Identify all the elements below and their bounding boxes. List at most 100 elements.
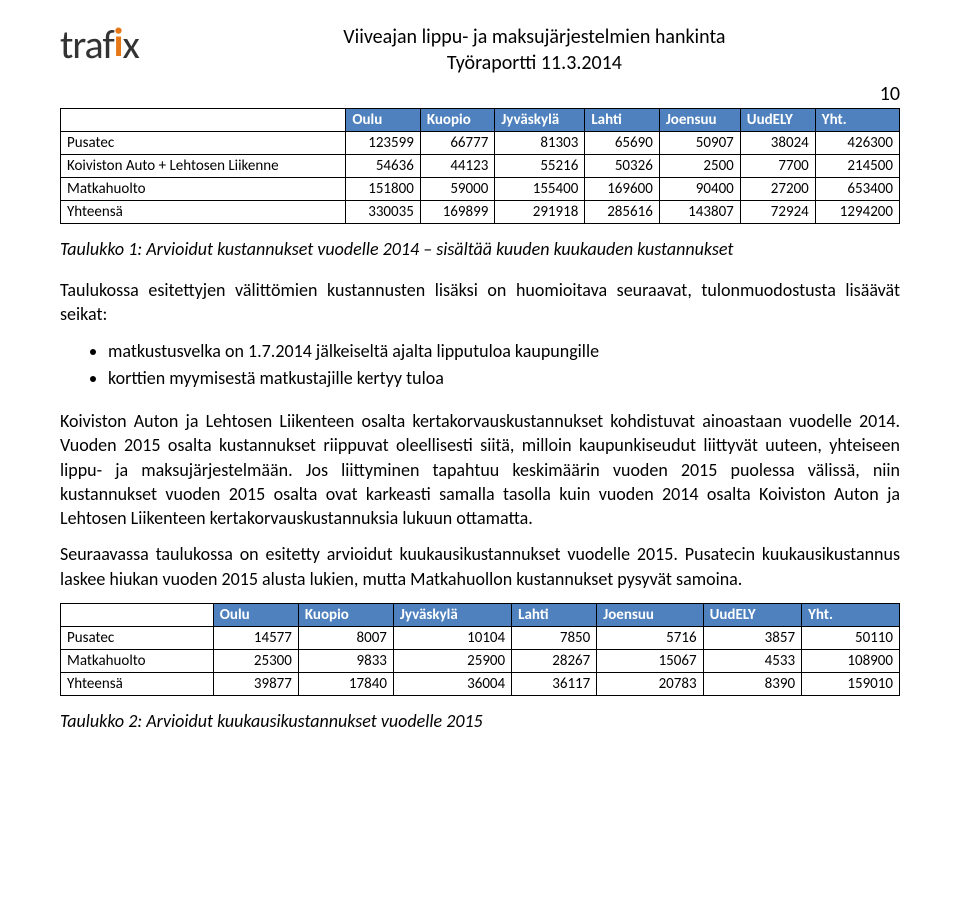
table-cell: Koiviston Auto + Lehtosen Liikenne [61, 155, 346, 178]
table-row: Yhteensä 39877 17840 36004 36117 20783 8… [61, 673, 900, 696]
table-cell: 50110 [802, 627, 900, 650]
table-row: Matkahuolto 25300 9833 25900 28267 15067… [61, 650, 900, 673]
table-cell: 90400 [659, 178, 740, 201]
table-cell: 25300 [213, 650, 298, 673]
document-header: trafix Viiveajan lippu- ja maksujärjeste… [60, 20, 900, 76]
logo-text-i: i [114, 18, 123, 67]
table-cell: 123599 [346, 132, 420, 155]
table-cell: 214500 [815, 155, 899, 178]
table-cell: Pusatec [61, 132, 346, 155]
table-cell: 285616 [585, 201, 659, 224]
table-cell: 8007 [298, 627, 393, 650]
table-1-caption: Taulukko 1: Arvioidut kustannukset vuode… [60, 238, 900, 260]
table-cell: 169600 [585, 178, 659, 201]
table-row: Matkahuolto 151800 59000 155400 169600 9… [61, 178, 900, 201]
table-cell: 27200 [740, 178, 815, 201]
table-header: Lahti [585, 109, 659, 132]
header-title-line1: Viiveajan lippu- ja maksujärjestelmien h… [169, 24, 900, 50]
table-cell: 72924 [740, 201, 815, 224]
table-header: Yht. [815, 109, 899, 132]
table-cell: 38024 [740, 132, 815, 155]
list-item: matkustusvelka on 1.7.2014 jälkeiseltä a… [108, 339, 900, 364]
table-cell: 7850 [512, 627, 597, 650]
table-cell: 14577 [213, 627, 298, 650]
table-cell: 25900 [393, 650, 511, 673]
table-cell: Yhteensä [61, 673, 214, 696]
table-2-body: Pusatec 14577 8007 10104 7850 5716 3857 … [61, 627, 900, 696]
header-title-line2: Työraportti 11.3.2014 [169, 50, 900, 76]
table-cell: 17840 [298, 673, 393, 696]
table-1-body: Pusatec 123599 66777 81303 65690 50907 3… [61, 132, 900, 224]
paragraph-3: Seuraavassa taulukossa on esitetty arvio… [60, 542, 900, 591]
table-row: Oulu Kuopio Jyväskylä Lahti Joensuu UudE… [61, 604, 900, 627]
table-cell: 20783 [597, 673, 703, 696]
table-cell: 36004 [393, 673, 511, 696]
table-cell: Yhteensä [61, 201, 346, 224]
table-cell: 159010 [802, 673, 900, 696]
table-header: Yht. [802, 604, 900, 627]
table-cell: 50326 [585, 155, 659, 178]
table-cell: 5716 [597, 627, 703, 650]
table-cell: 155400 [495, 178, 585, 201]
table-2: Oulu Kuopio Jyväskylä Lahti Joensuu UudE… [60, 603, 900, 696]
trafix-logo: trafix [60, 20, 139, 69]
table-header-blank [61, 604, 214, 627]
table-cell: 169899 [420, 201, 494, 224]
table-cell: 7700 [740, 155, 815, 178]
table-header: Joensuu [659, 109, 740, 132]
list-item: korttien myymisestä matkustajille kertyy… [108, 366, 900, 391]
table-cell: 44123 [420, 155, 494, 178]
table-2-head: Oulu Kuopio Jyväskylä Lahti Joensuu UudE… [61, 604, 900, 627]
table-cell: 39877 [213, 673, 298, 696]
page: trafix Viiveajan lippu- ja maksujärjeste… [0, 0, 960, 770]
table-2-caption: Taulukko 2: Arvioidut kuukausikustannuks… [60, 710, 900, 732]
paragraph-1: Taulukossa esitettyjen välittömien kusta… [60, 278, 900, 327]
table-row: Pusatec 14577 8007 10104 7850 5716 3857 … [61, 627, 900, 650]
table-cell: Matkahuolto [61, 178, 346, 201]
table-cell: 65690 [585, 132, 659, 155]
table-cell: 151800 [346, 178, 420, 201]
table-cell: 28267 [512, 650, 597, 673]
table-header: Jyväskylä [393, 604, 511, 627]
page-number: 10 [60, 82, 900, 106]
table-cell: 9833 [298, 650, 393, 673]
table-cell: 15067 [597, 650, 703, 673]
header-titles: Viiveajan lippu- ja maksujärjestelmien h… [169, 24, 900, 76]
paragraph-2: Koiviston Auton ja Lehtosen Liikenteen o… [60, 409, 900, 530]
table-row: Pusatec 123599 66777 81303 65690 50907 3… [61, 132, 900, 155]
table-header: Joensuu [597, 604, 703, 627]
table-cell: 291918 [495, 201, 585, 224]
table-header: Jyväskylä [495, 109, 585, 132]
table-row: Koiviston Auto + Lehtosen Liikenne 54636… [61, 155, 900, 178]
table-cell: 108900 [802, 650, 900, 673]
table-header: UudELY [740, 109, 815, 132]
table-cell: 1294200 [815, 201, 899, 224]
logo-text-1: traf [60, 20, 114, 69]
table-1: Oulu Kuopio Jyväskylä Lahti Joensuu UudE… [60, 108, 900, 224]
table-cell: 54636 [346, 155, 420, 178]
table-row: Oulu Kuopio Jyväskylä Lahti Joensuu UudE… [61, 109, 900, 132]
table-cell: 2500 [659, 155, 740, 178]
table-cell: 3857 [703, 627, 802, 650]
table-cell: Matkahuolto [61, 650, 214, 673]
table-cell: 66777 [420, 132, 494, 155]
logo-text-x: x [122, 20, 138, 69]
table-cell: 143807 [659, 201, 740, 224]
table-header: Oulu [213, 604, 298, 627]
table-header: Oulu [346, 109, 420, 132]
bullet-list: matkustusvelka on 1.7.2014 jälkeiseltä a… [60, 339, 900, 391]
table-header: Kuopio [298, 604, 393, 627]
table-row: Yhteensä 330035 169899 291918 285616 143… [61, 201, 900, 224]
table-cell: 10104 [393, 627, 511, 650]
table-1-head: Oulu Kuopio Jyväskylä Lahti Joensuu UudE… [61, 109, 900, 132]
table-cell: 653400 [815, 178, 899, 201]
table-cell: 4533 [703, 650, 802, 673]
table-header: Lahti [512, 604, 597, 627]
table-cell: Pusatec [61, 627, 214, 650]
table-header: UudELY [703, 604, 802, 627]
table-cell: 81303 [495, 132, 585, 155]
table-cell: 59000 [420, 178, 494, 201]
table-cell: 55216 [495, 155, 585, 178]
table-header-blank [61, 109, 346, 132]
table-cell: 8390 [703, 673, 802, 696]
